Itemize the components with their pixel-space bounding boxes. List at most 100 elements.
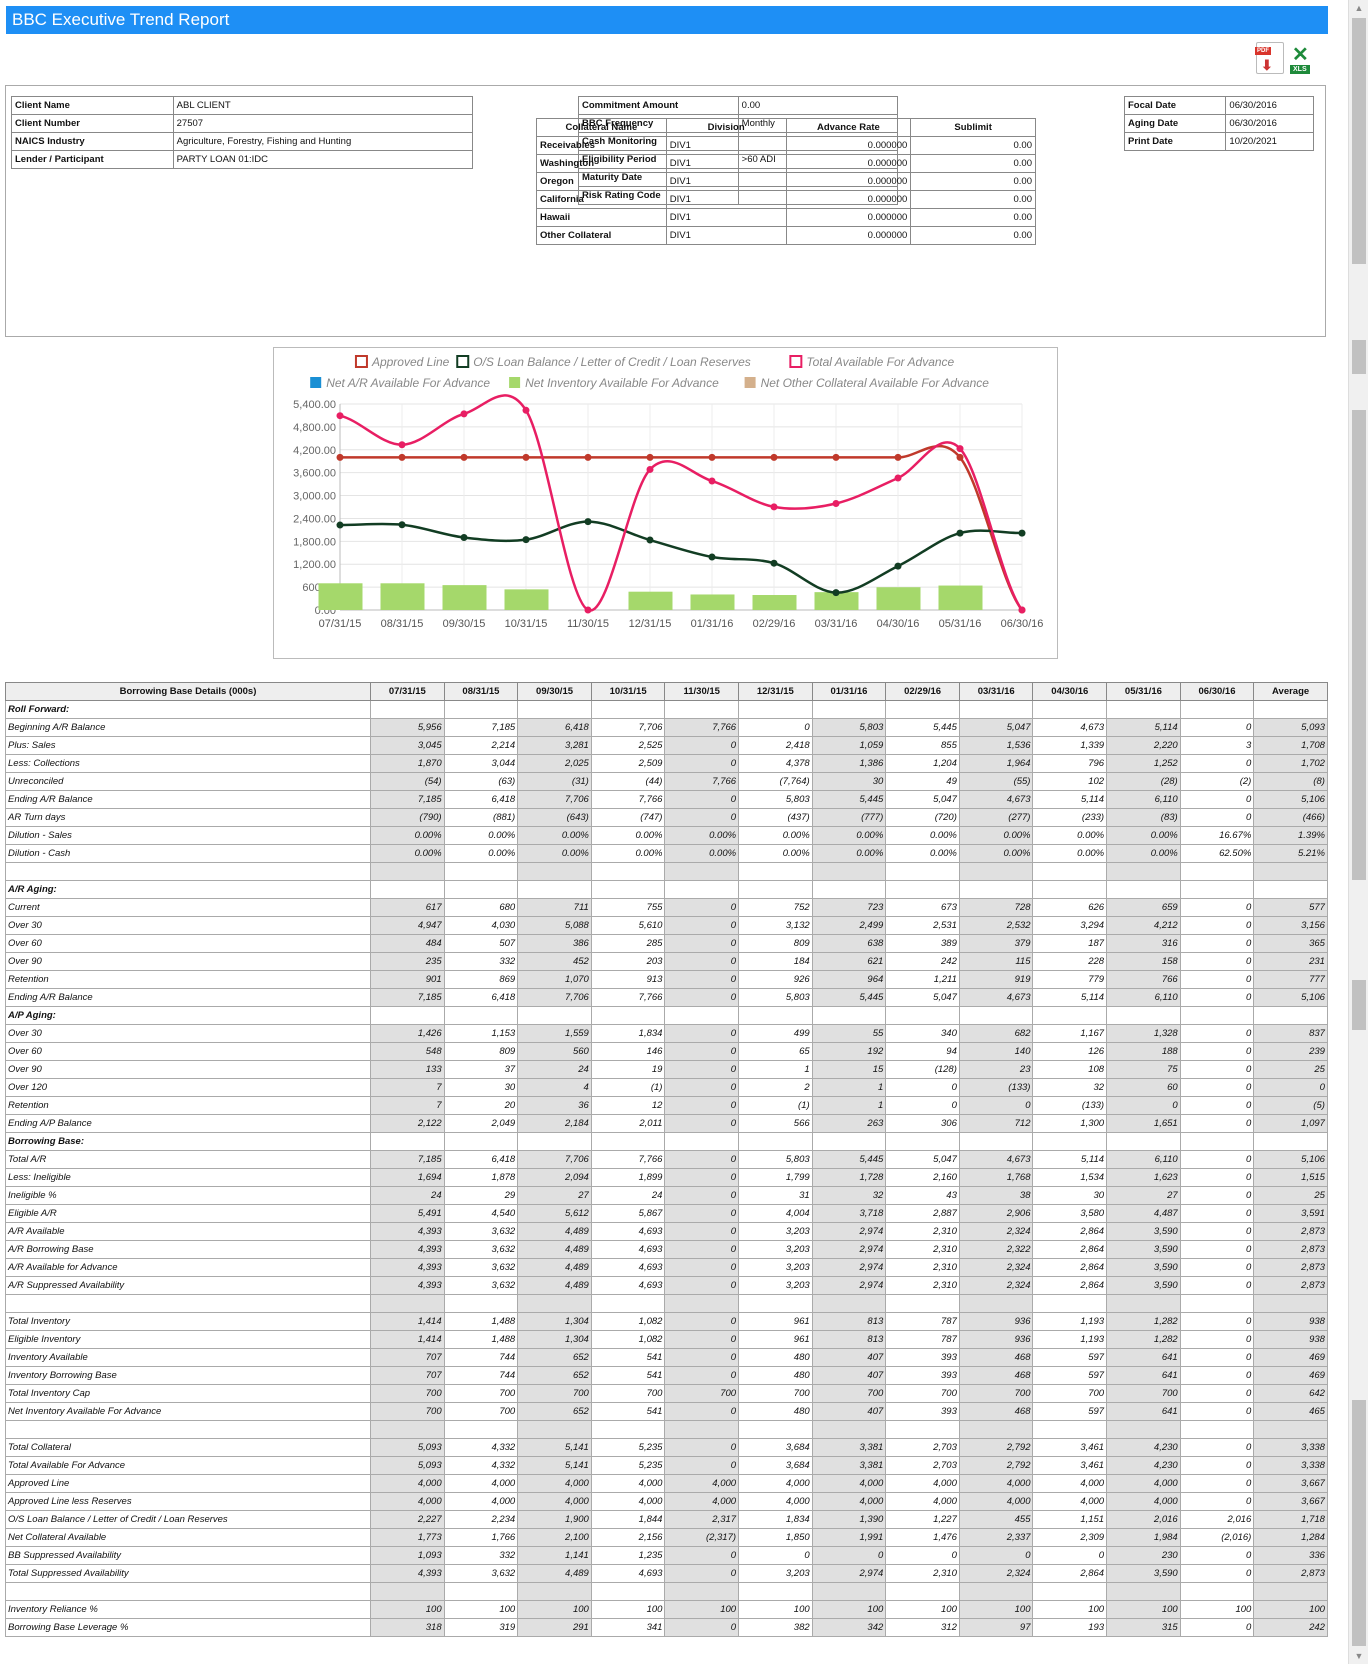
details-row: Less: Collections 1,870 3,044 2,025 2,509 0 4,… (5, 754, 1328, 773)
row-label: Total A/R (5, 1150, 371, 1169)
value-cell: 0 (738, 718, 813, 737)
value-cell: 7,766 (664, 772, 740, 791)
value-cell: 7,185 (370, 988, 445, 1007)
details-row: Net Collateral Available 1,773 1,766 2,100 2… (5, 1528, 1328, 1547)
value-cell (443, 1420, 519, 1439)
point-o-s-loan-balance-letter-of-credit-loan-reserves (956, 529, 964, 537)
x-tick-label: 10/31/15 (505, 618, 548, 630)
value-cell: 7,185 (370, 1150, 445, 1169)
value-cell (1106, 1294, 1181, 1313)
vertical-scrollbar[interactable]: ▲ ▼ (1348, 0, 1368, 1664)
value-cell (1106, 1132, 1181, 1151)
value-cell: 4,487 (1106, 1204, 1181, 1223)
value-cell: 4,230 (1106, 1438, 1181, 1457)
value-cell: 2,525 (590, 736, 666, 755)
value-cell: 2,703 (885, 1438, 960, 1457)
value-cell: 0 (664, 1402, 740, 1421)
row-label: A/R Available (5, 1222, 371, 1241)
value-cell: (7,764) (738, 772, 813, 791)
point-total-available-for-advance (1018, 606, 1026, 614)
value-cell: 2,418 (738, 736, 813, 755)
value-cell: 6,110 (1106, 1150, 1181, 1169)
value-cell: 7,766 (664, 718, 740, 737)
value-cell: 2,214 (443, 736, 519, 755)
excel-icon: ✕ (1292, 44, 1309, 66)
value-cell: 0.00% (590, 826, 666, 845)
value-cell: 700 (443, 1384, 519, 1403)
value-cell: 1,082 (590, 1312, 666, 1331)
value-cell: 2,887 (885, 1204, 960, 1223)
value-cell: 6,418 (517, 718, 592, 737)
value-cell: 31 (738, 1186, 813, 1205)
row-label: Borrowing Base: (5, 1132, 371, 1151)
value-cell: 4,693 (590, 1258, 666, 1277)
value-cell: 2,873 (1253, 1240, 1328, 1259)
value-cell: 1,414 (370, 1330, 445, 1349)
value-cell: 0 (1179, 1186, 1255, 1205)
client-info-row: Lender / Participant PARTY LOAN 01:IDC (11, 150, 474, 169)
value-cell: 469 (1253, 1366, 1328, 1385)
value-cell (664, 1006, 740, 1025)
scrollbar-thumb[interactable] (1352, 980, 1366, 1030)
point-approved-line (584, 453, 592, 461)
value-cell: 4,000 (885, 1492, 960, 1511)
date-value: 10/20/2021 (1225, 132, 1314, 151)
collateral-cell: California (536, 190, 667, 209)
scrollbar-thumb[interactable] (1352, 1400, 1366, 1646)
value-cell: 4,489 (517, 1564, 592, 1583)
value-cell: 2,974 (811, 1276, 887, 1295)
value-cell: 318 (370, 1618, 445, 1637)
value-cell: 1,899 (590, 1168, 666, 1187)
value-cell: 4,000 (664, 1474, 740, 1493)
details-row: Retention 901 869 1,070 913 0 926 964 1,211 919 77… (5, 970, 1328, 989)
value-cell (1253, 1582, 1328, 1601)
value-cell: 0 (664, 970, 740, 989)
point-approved-line (708, 453, 716, 461)
value-cell: (8) (1253, 772, 1328, 791)
scrollbar-thumb[interactable] (1352, 340, 1366, 374)
collateral-cell: 0.000000 (785, 172, 912, 191)
value-cell (1032, 1132, 1108, 1151)
value-cell: 332 (443, 1546, 519, 1565)
value-cell: 2,499 (811, 916, 887, 935)
value-cell: 100 (958, 1600, 1034, 1619)
value-cell: 3,684 (738, 1438, 813, 1457)
value-cell: 0 (811, 1546, 887, 1565)
scrollbar-thumb[interactable] (1352, 410, 1366, 880)
value-cell (517, 1582, 592, 1601)
value-cell: 0 (1179, 1204, 1255, 1223)
value-cell: 3,667 (1253, 1492, 1328, 1511)
value-cell: 4,000 (443, 1492, 519, 1511)
value-cell: 1,193 (1032, 1312, 1108, 1331)
value-cell: 3,590 (1106, 1564, 1181, 1583)
export-xls-button[interactable]: ✕ XLS (1288, 42, 1316, 74)
export-pdf-button[interactable]: PDF ⬇ (1255, 42, 1284, 74)
value-cell: 0 (664, 808, 740, 827)
legend-swatch (456, 355, 470, 368)
value-cell: 0 (1179, 1456, 1255, 1475)
scroll-down-arrow-icon[interactable]: ▼ (1354, 1651, 1364, 1661)
value-cell: 7 (370, 1078, 445, 1097)
value-cell: 2,234 (443, 1510, 519, 1529)
scrollbar-thumb[interactable] (1352, 18, 1366, 264)
value-cell: 7,706 (517, 790, 592, 809)
row-label: Retention (5, 970, 371, 989)
value-cell: 2 (738, 1078, 813, 1097)
collateral-row: Hawaii DIV1 0.000000 0.00 (536, 208, 1036, 227)
value-cell (370, 1132, 445, 1151)
value-cell: 3,590 (1106, 1276, 1181, 1295)
scroll-up-arrow-icon[interactable]: ▲ (1354, 3, 1364, 13)
bar-net-inventory-available-for-advance (504, 589, 549, 610)
value-cell: 4,000 (1106, 1474, 1181, 1493)
value-cell: 3,580 (1032, 1204, 1108, 1223)
value-cell (811, 700, 887, 719)
row-label (5, 1582, 371, 1601)
commitment-value: 0.00 (737, 96, 899, 115)
value-cell: 319 (443, 1618, 519, 1637)
x-tick-label: 12/31/15 (629, 618, 672, 630)
value-cell: 3,203 (738, 1240, 813, 1259)
value-cell: 700 (517, 1384, 592, 1403)
value-cell: 1,167 (1032, 1024, 1108, 1043)
value-cell: 192 (811, 1042, 887, 1061)
value-cell (1106, 862, 1181, 881)
